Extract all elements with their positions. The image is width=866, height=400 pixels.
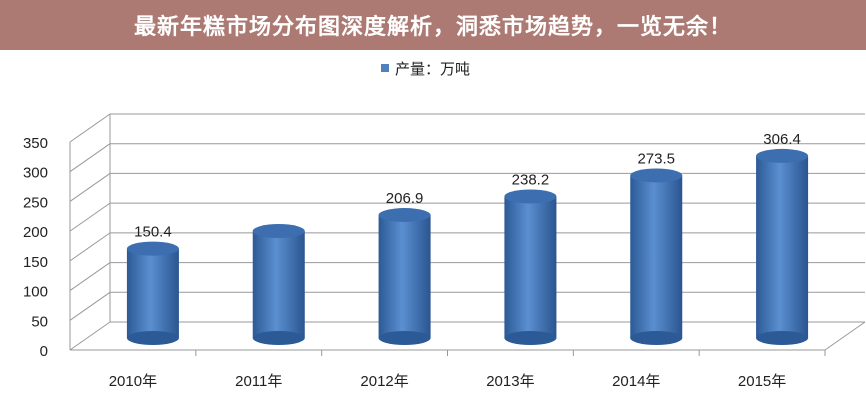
floor-edge bbox=[824, 321, 866, 351]
title-banner: 最新年糕市场分布图深度解析，洞悉市场趋势，一览无余！ bbox=[0, 0, 866, 50]
bar-top bbox=[756, 148, 809, 163]
data-label: 306.4 bbox=[763, 131, 801, 148]
y-tick-label: 250 bbox=[23, 194, 48, 211]
x-tick-label: 2015年 bbox=[738, 373, 786, 390]
data-label: 238.2 bbox=[512, 171, 550, 188]
data-label: 273.5 bbox=[637, 150, 675, 167]
bar bbox=[252, 231, 305, 338]
gridline-depth bbox=[69, 113, 111, 143]
gridline-depth bbox=[69, 321, 111, 351]
gridline-depth bbox=[69, 143, 111, 173]
bar-base bbox=[252, 331, 305, 345]
gridline-depth bbox=[69, 262, 111, 291]
bar bbox=[126, 248, 179, 338]
legend-swatch bbox=[381, 64, 389, 72]
bar-top bbox=[126, 241, 179, 256]
y-tick-label: 0 bbox=[40, 343, 48, 360]
bar-base bbox=[630, 331, 683, 345]
x-tick-label: 2014年 bbox=[612, 373, 660, 390]
bar-top bbox=[630, 168, 683, 183]
bar-top bbox=[252, 224, 305, 239]
x-tick-label: 2010年 bbox=[109, 373, 157, 390]
legend-label: 产量：万吨 bbox=[395, 61, 470, 78]
data-label: 150.4 bbox=[134, 224, 172, 241]
banner-text: 最新年糕市场分布图深度解析，洞悉市场趋势，一览无余！ bbox=[133, 15, 732, 40]
bar-base bbox=[756, 331, 809, 345]
y-tick-label: 150 bbox=[23, 254, 48, 271]
gridline-depth bbox=[69, 173, 111, 202]
bar-base bbox=[378, 331, 431, 345]
y-tick-label: 100 bbox=[23, 284, 48, 301]
y-tick-label: 350 bbox=[23, 135, 48, 152]
y-tick-label: 50 bbox=[31, 313, 48, 330]
bar-base bbox=[126, 331, 179, 345]
bar bbox=[378, 215, 431, 338]
x-tick-label: 2011年 bbox=[235, 373, 282, 390]
y-tick-label: 300 bbox=[23, 165, 48, 182]
bar bbox=[504, 196, 557, 338]
gridline-depth bbox=[69, 202, 111, 232]
bar bbox=[630, 175, 683, 338]
x-tick-label: 2012年 bbox=[360, 373, 408, 390]
bar-top bbox=[378, 208, 431, 223]
bar bbox=[756, 155, 809, 338]
bar-top bbox=[504, 189, 557, 204]
x-tick-label: 2013年 bbox=[486, 373, 534, 390]
gridline-depth bbox=[69, 291, 111, 321]
bar-base bbox=[504, 331, 557, 345]
y-tick-label: 200 bbox=[23, 224, 48, 241]
data-label: 206.9 bbox=[386, 190, 424, 207]
gridline-depth bbox=[69, 232, 111, 262]
